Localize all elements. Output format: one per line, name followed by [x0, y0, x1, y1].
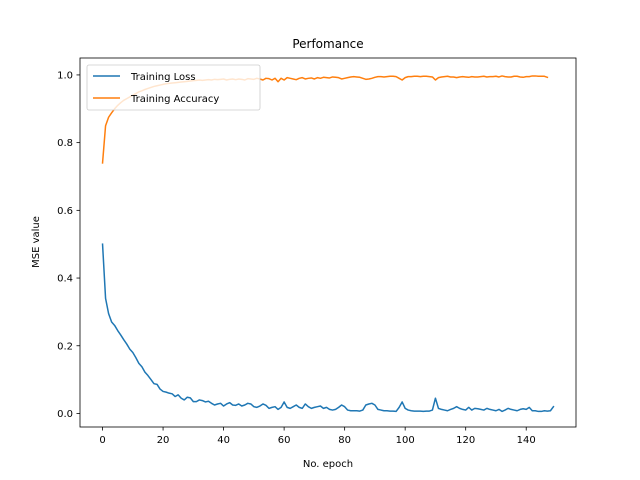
plot-area: 0 20 40 60 80 100 120 140 0.0 0.2 0.4 0.6 0.8 1.0 Trai… [57, 57, 577, 446]
legend-box [86, 64, 261, 111]
y-tick-label: 1.0 [57, 70, 73, 81]
y-tick-label: 0.8 [57, 138, 73, 149]
x-axis-label: No. epoch [303, 459, 353, 470]
x-tick-label: 80 [338, 435, 351, 446]
legend: Training Loss Training Accuracy [86, 64, 261, 111]
x-tick-label: 40 [217, 435, 230, 446]
series-line-training-loss [101, 243, 555, 413]
y-tick-label: 0.4 [57, 274, 73, 285]
legend-label: Training Accuracy [130, 94, 219, 105]
x-tick-label: 120 [456, 435, 475, 446]
y-tick-label: 0.0 [57, 409, 73, 420]
y-tick-label: 0.6 [57, 206, 73, 217]
x-tick-label: 0 [99, 435, 105, 446]
x-tick-label: 100 [396, 435, 415, 446]
legend-label: Training Loss [130, 72, 196, 83]
chart-title: Perfomance [292, 37, 363, 51]
x-tick-label: 20 [157, 435, 170, 446]
x-tick-label: 60 [278, 435, 291, 446]
axes-frame [79, 57, 577, 428]
y-axis-label: MSE value [31, 216, 42, 268]
x-tick-label: 140 [517, 435, 536, 446]
y-tick-label: 0.2 [57, 341, 73, 352]
